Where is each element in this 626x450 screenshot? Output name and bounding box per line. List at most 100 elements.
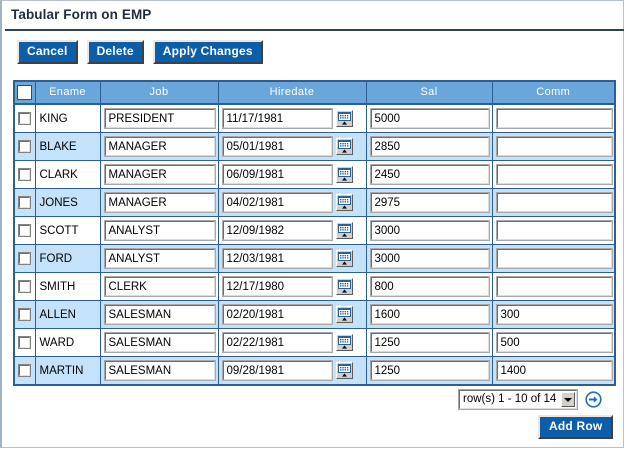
cell-hiredate: 11/17/1981: [218, 104, 367, 133]
job-input[interactable]: CLERK: [103, 276, 216, 297]
comm-input[interactable]: [495, 276, 613, 297]
calendar-picker-icon[interactable]: [335, 110, 353, 127]
sal-input[interactable]: 1250: [369, 360, 490, 381]
cell-ename: CLARK: [35, 160, 101, 189]
toolbar: Cancel Delete Apply Changes: [17, 40, 263, 64]
emp-tabular-form: Ename Job Hiredate Sal Comm KING PRESIDEN…: [13, 80, 616, 386]
page-title: Tabular Form on EMP: [11, 7, 152, 22]
sal-input[interactable]: 2850: [369, 136, 490, 157]
cancel-button[interactable]: Cancel: [17, 40, 78, 64]
comm-input[interactable]: 1400: [495, 360, 613, 381]
row-select-checkbox[interactable]: [18, 139, 32, 153]
cell-comm: [492, 104, 615, 133]
comm-input[interactable]: [495, 220, 613, 241]
column-header-comm[interactable]: Comm: [492, 81, 615, 105]
job-input[interactable]: PRESIDENT: [103, 108, 216, 129]
cell-ename: SMITH: [35, 272, 101, 301]
cell-hiredate: 12/03/1981: [218, 244, 367, 273]
cell-ename: SCOTT: [35, 216, 101, 245]
hiredate-input[interactable]: 09/28/1981: [221, 360, 333, 381]
row-select-checkbox[interactable]: [18, 279, 32, 293]
hiredate-input[interactable]: 12/03/1981: [221, 248, 333, 269]
hiredate-input[interactable]: 12/17/1980: [221, 276, 333, 297]
hiredate-input[interactable]: 05/01/1981: [221, 136, 333, 157]
table-row: SCOTT ANALYST 12/09/1982 3000: [14, 216, 615, 245]
calendar-picker-icon[interactable]: [335, 138, 353, 155]
comm-input[interactable]: 300: [495, 304, 613, 325]
sal-input[interactable]: 5000: [369, 108, 490, 129]
row-select-cell: [14, 300, 36, 329]
rows-range-select[interactable]: row(s) 1 - 10 of 14: [458, 389, 578, 410]
calendar-picker-icon[interactable]: [335, 222, 353, 239]
sal-input[interactable]: 800: [369, 276, 490, 297]
cell-comm: [492, 132, 615, 161]
calendar-picker-icon[interactable]: [335, 250, 353, 267]
job-input[interactable]: SALESMAN: [103, 304, 216, 325]
sal-input[interactable]: 2975: [369, 192, 490, 213]
sal-input[interactable]: 2450: [369, 164, 490, 185]
comm-input[interactable]: [495, 192, 613, 213]
calendar-picker-icon[interactable]: [335, 278, 353, 295]
cell-job: ANALYST: [100, 216, 219, 245]
row-select-cell: [14, 216, 36, 245]
hiredate-input[interactable]: 02/20/1981: [221, 304, 333, 325]
job-input[interactable]: ANALYST: [103, 220, 216, 241]
cell-job: MANAGER: [100, 132, 219, 161]
row-select-checkbox[interactable]: [18, 335, 32, 349]
hiredate-input[interactable]: 11/17/1981: [221, 108, 333, 129]
add-row-button[interactable]: Add Row: [538, 415, 614, 439]
cell-job: MANAGER: [100, 188, 219, 217]
row-select-checkbox[interactable]: [18, 251, 32, 265]
row-select-checkbox[interactable]: [18, 111, 32, 125]
column-header-sal[interactable]: Sal: [366, 81, 493, 105]
hiredate-input[interactable]: 12/09/1982: [221, 220, 333, 241]
calendar-picker-icon[interactable]: [335, 362, 353, 379]
row-select-cell: [14, 328, 36, 357]
job-input[interactable]: MANAGER: [103, 192, 216, 213]
calendar-picker-icon[interactable]: [335, 166, 353, 183]
hiredate-input[interactable]: 06/09/1981: [221, 164, 333, 185]
apply-changes-button[interactable]: Apply Changes: [152, 40, 263, 64]
job-input[interactable]: MANAGER: [103, 136, 216, 157]
table-row: JONES MANAGER 04/02/1981 2975: [14, 188, 615, 217]
sal-input[interactable]: 1250: [369, 332, 490, 353]
comm-input[interactable]: 500: [495, 332, 613, 353]
comm-input[interactable]: [495, 248, 613, 269]
calendar-picker-icon[interactable]: [335, 306, 353, 323]
column-header-ename[interactable]: Ename: [35, 81, 101, 105]
job-input[interactable]: ANALYST: [103, 248, 216, 269]
sal-input[interactable]: 3000: [369, 248, 490, 269]
cell-sal: 2850: [366, 132, 493, 161]
column-header-job[interactable]: Job: [100, 81, 219, 105]
job-input[interactable]: SALESMAN: [103, 360, 216, 381]
job-input[interactable]: SALESMAN: [103, 332, 216, 353]
calendar-picker-icon[interactable]: [335, 334, 353, 351]
hiredate-input[interactable]: 04/02/1981: [221, 192, 333, 213]
cell-comm: 1400: [492, 356, 615, 385]
row-select-checkbox[interactable]: [18, 223, 32, 237]
row-select-checkbox[interactable]: [18, 167, 32, 181]
select-all-checkbox[interactable]: [17, 84, 33, 100]
delete-button[interactable]: Delete: [86, 40, 144, 64]
cell-hiredate: 04/02/1981: [218, 188, 367, 217]
cell-sal: 5000: [366, 104, 493, 133]
row-select-checkbox[interactable]: [18, 307, 32, 321]
calendar-picker-icon[interactable]: [335, 194, 353, 211]
job-input[interactable]: MANAGER: [103, 164, 216, 185]
cell-comm: 500: [492, 328, 615, 357]
comm-input[interactable]: [495, 136, 613, 157]
comm-input[interactable]: [495, 164, 613, 185]
row-select-cell: [14, 244, 36, 273]
row-select-checkbox[interactable]: [18, 363, 32, 377]
sal-input[interactable]: 3000: [369, 220, 490, 241]
chevron-down-icon[interactable]: [561, 392, 575, 407]
table-row: MARTIN SALESMAN 09/28/1981 1250 1400: [14, 356, 615, 385]
row-select-checkbox[interactable]: [18, 195, 32, 209]
column-header-hiredate[interactable]: Hiredate: [218, 81, 367, 105]
sal-input[interactable]: 1600: [369, 304, 490, 325]
next-page-arrow-icon[interactable]: [585, 391, 602, 408]
comm-input[interactable]: [495, 108, 613, 129]
cell-hiredate: 09/28/1981: [218, 356, 367, 385]
table-row: FORD ANALYST 12/03/1981 3000: [14, 244, 615, 273]
hiredate-input[interactable]: 02/22/1981: [221, 332, 333, 353]
